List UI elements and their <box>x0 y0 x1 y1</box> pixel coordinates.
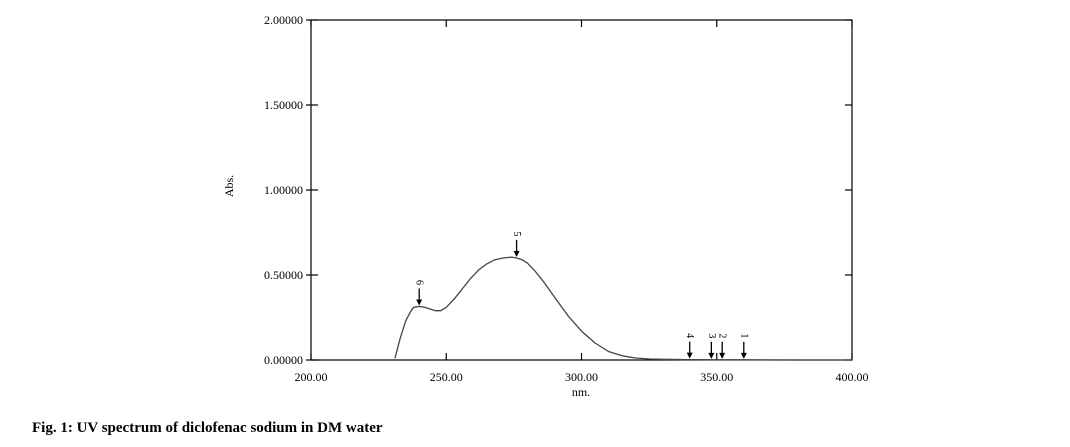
x-tick-label: 250.00 <box>430 370 463 384</box>
peak-arrow-head <box>708 352 715 359</box>
y-tick-label: 1.00000 <box>264 183 303 197</box>
peak-marker-5: 5 <box>511 232 522 257</box>
x-tick-label: 350.00 <box>700 370 733 384</box>
spectrum-line <box>394 256 852 361</box>
plot-frame <box>310 19 853 361</box>
peak-arrow-head <box>740 352 747 359</box>
y-axis-label: Abs. <box>222 175 236 197</box>
series-layer <box>394 256 852 361</box>
figure-caption: Fig. 1: UV spectrum of diclofenac sodium… <box>32 420 383 436</box>
peak-label: 6 <box>414 280 425 285</box>
peak-marker-2: 2 <box>717 333 728 359</box>
x-tick-label: 400.00 <box>836 370 869 384</box>
y-tick-label: 2.00000 <box>264 13 303 27</box>
peak-arrow-head <box>719 352 726 359</box>
peak-arrow-head <box>416 299 423 306</box>
x-tick-label: 300.00 <box>565 370 598 384</box>
x-axis-label: nm. <box>572 385 590 399</box>
peak-marker-6: 6 <box>414 280 425 306</box>
axis-ticks: 200.00 250.00 300.00 350.00 400.00 0.00000 0.5… <box>264 13 869 384</box>
y-tick-label: 0.00000 <box>264 353 303 367</box>
peak-marker-3: 3 <box>706 333 717 359</box>
y-tick-label: 1.50000 <box>264 98 303 112</box>
peak-arrow-head <box>513 251 520 257</box>
peak-label: 5 <box>511 232 522 237</box>
peak-label: 3 <box>706 333 717 338</box>
y-tick-label: 0.50000 <box>264 268 303 282</box>
peak-label: 4 <box>684 333 695 338</box>
peak-label: 2 <box>717 333 728 338</box>
peak-label: 1 <box>738 333 749 338</box>
peak-arrow-head <box>686 352 693 359</box>
peak-marker-4: 4 <box>684 333 695 359</box>
peak-marker-1: 1 <box>738 333 749 359</box>
x-tick-label: 200.00 <box>295 370 328 384</box>
